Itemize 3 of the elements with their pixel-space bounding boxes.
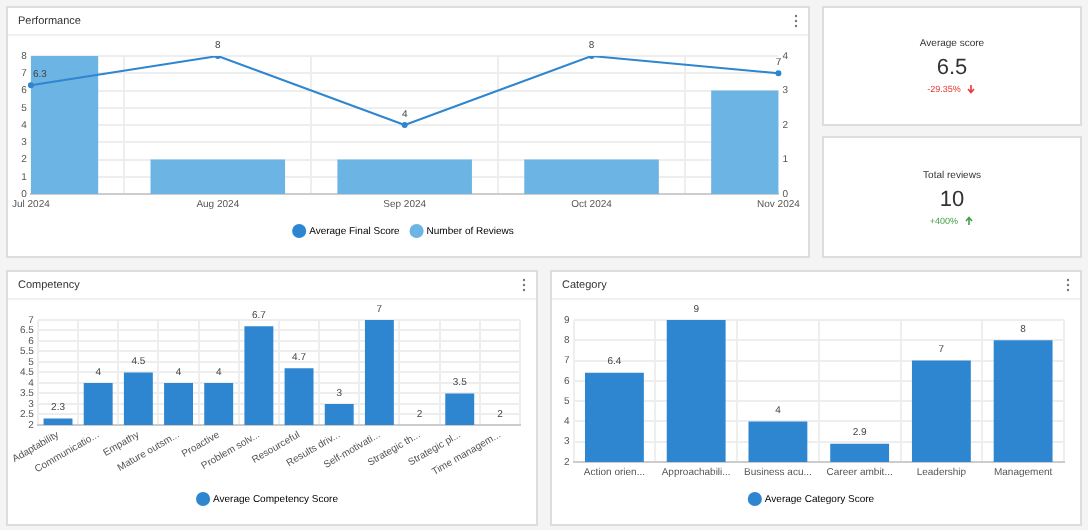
text: 6.5 (936, 56, 968, 80)
text: 10 (939, 187, 965, 211)
bar (337, 159, 472, 194)
